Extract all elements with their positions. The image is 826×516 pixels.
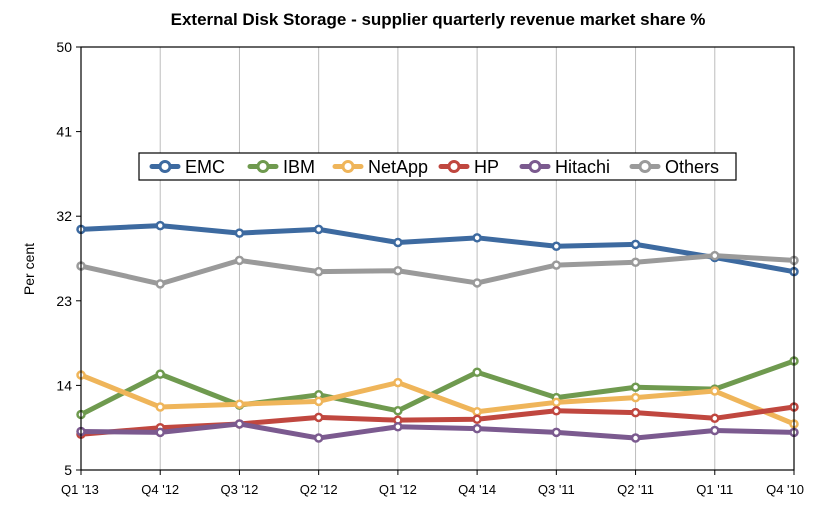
- x-tick-label: Q1 '12: [379, 482, 417, 497]
- legend-item-hp: HP: [438, 157, 499, 177]
- data-point: [710, 250, 720, 261]
- data-point: [472, 406, 482, 417]
- legend-item-emc: EMC: [149, 157, 225, 177]
- chart-title: External Disk Storage - supplier quarter…: [171, 10, 706, 29]
- series-group: [76, 220, 799, 443]
- data-point: [551, 406, 562, 416]
- legend-swatch-marker: [528, 160, 542, 173]
- data-point: [472, 233, 482, 243]
- series-ibm: [76, 356, 799, 420]
- data-point: [472, 278, 482, 288]
- plot-frame: [80, 46, 795, 471]
- data-point: [313, 412, 324, 423]
- data-point: [313, 266, 324, 277]
- y-axis-label: Per cent: [21, 243, 37, 295]
- y-tick-label: 32: [56, 208, 72, 224]
- data-point: [551, 397, 562, 408]
- data-point: [155, 220, 165, 231]
- x-tick-label: Q1 '11: [696, 482, 733, 497]
- legend-swatch-marker: [158, 160, 172, 173]
- legend-label: HP: [474, 157, 499, 177]
- legend-item-hitachi: Hitachi: [519, 157, 610, 177]
- data-point: [551, 260, 562, 270]
- x-tick-label: Q4 '12: [141, 482, 179, 497]
- series-emc: [76, 220, 799, 277]
- series-line: [78, 372, 797, 427]
- data-point: [472, 423, 482, 434]
- y-tick-label: 50: [56, 39, 72, 55]
- data-point: [234, 419, 245, 429]
- data-point: [472, 367, 482, 377]
- x-tick-label: Q2 '11: [617, 482, 654, 497]
- data-point: [155, 427, 165, 438]
- legend-item-ibm: IBM: [247, 157, 315, 177]
- data-point: [234, 228, 245, 238]
- data-point: [630, 382, 641, 393]
- data-point: [155, 279, 165, 289]
- data-point: [313, 396, 324, 407]
- data-point: [155, 402, 165, 412]
- legend-label: Others: [665, 157, 719, 177]
- y-tick-label: 23: [56, 293, 72, 309]
- x-tick-label: Q1 '13: [61, 482, 99, 497]
- legend-item-netapp: NetApp: [332, 157, 428, 177]
- data-point: [393, 237, 403, 248]
- legend-label: Hitachi: [555, 157, 610, 177]
- data-point: [630, 239, 641, 250]
- legend-swatch-marker: [447, 160, 461, 173]
- x-tick-label: Q2 '12: [300, 482, 338, 497]
- data-point: [551, 241, 562, 252]
- data-point: [393, 265, 403, 276]
- legend-swatch-marker: [341, 160, 355, 173]
- x-tick-label: Q3 '12: [220, 482, 258, 497]
- x-axis-ticks: Q1 '13 Q4 '12 Q3 '12 Q2 '12 Q1 '12 Q4 '14 Q3 '…: [61, 470, 804, 497]
- legend-label: EMC: [185, 157, 225, 177]
- y-tick-label: 41: [56, 124, 72, 140]
- data-point: [710, 413, 720, 424]
- data-point: [630, 392, 641, 403]
- data-point: [472, 414, 482, 424]
- data-point: [393, 406, 403, 416]
- data-point: [393, 422, 403, 432]
- series-line: [78, 223, 797, 275]
- grid-lines: [159, 47, 716, 470]
- x-tick-label: Q4 '10: [766, 482, 804, 497]
- y-axis-ticks: 50 41 32 23 14 5: [56, 39, 81, 478]
- data-point: [630, 257, 641, 268]
- legend-swatch-marker: [256, 160, 270, 173]
- data-point: [630, 407, 641, 418]
- data-point: [630, 433, 641, 443]
- data-point: [551, 427, 562, 438]
- data-point: [234, 399, 245, 409]
- series-netapp: [76, 370, 799, 429]
- data-point: [710, 425, 720, 436]
- series-others: [76, 250, 799, 289]
- data-point: [393, 377, 403, 388]
- x-tick-label: Q4 '14: [458, 482, 496, 497]
- series-line: [78, 253, 797, 287]
- legend-swatch-marker: [638, 160, 652, 173]
- legend: EMC IBM NetApp HP Hitachi Others: [138, 152, 737, 181]
- data-point: [313, 433, 324, 443]
- legend-label: NetApp: [368, 157, 428, 177]
- series-hitachi: [76, 419, 799, 443]
- series-line: [78, 358, 797, 418]
- series-line: [78, 421, 797, 441]
- legend-item-others: Others: [629, 157, 719, 177]
- data-point: [710, 386, 720, 396]
- data-point: [313, 224, 324, 235]
- x-tick-label: Q3 '11: [538, 482, 575, 497]
- y-tick-label: 14: [56, 377, 72, 393]
- data-point: [155, 369, 165, 379]
- legend-label: IBM: [283, 157, 315, 177]
- y-tick-label: 5: [64, 462, 72, 478]
- data-point: [234, 255, 245, 266]
